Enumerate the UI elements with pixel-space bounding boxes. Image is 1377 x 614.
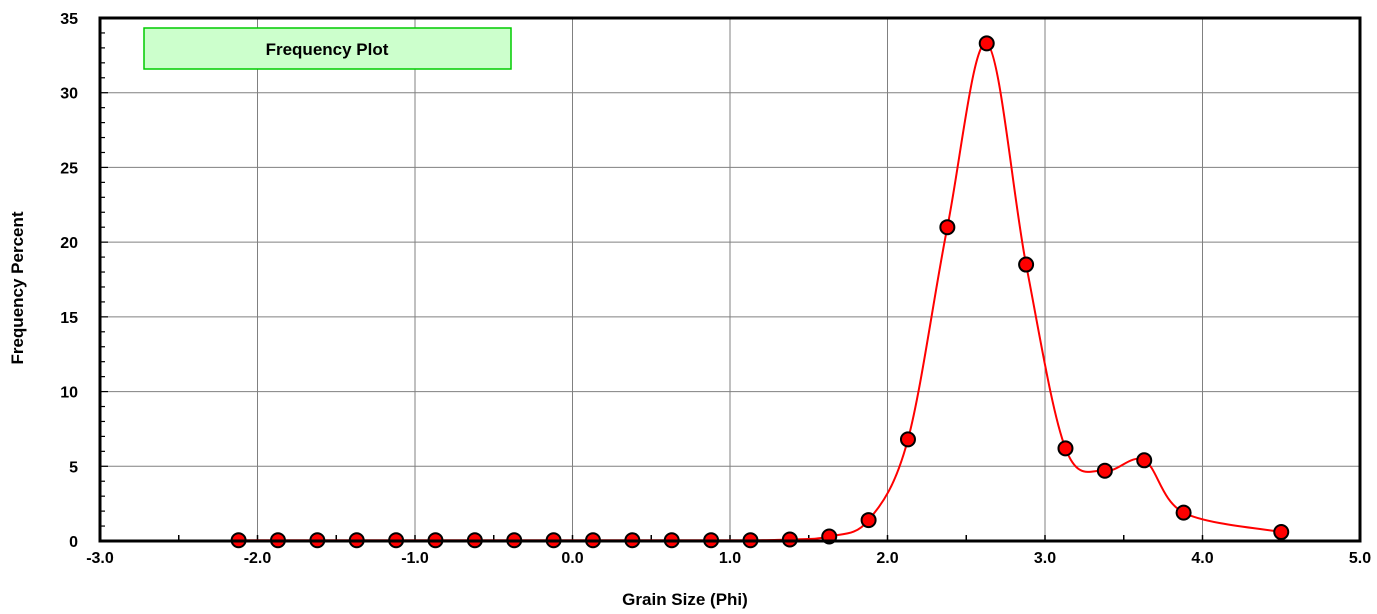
y-tick-label: 30 bbox=[60, 86, 78, 103]
data-point bbox=[1175, 504, 1192, 521]
data-point bbox=[939, 219, 956, 236]
series-curve bbox=[238, 42, 1282, 542]
data-point bbox=[1096, 462, 1113, 479]
data-point bbox=[1136, 452, 1153, 469]
x-tick-label: 5.0 bbox=[1349, 550, 1371, 567]
data-point bbox=[899, 431, 916, 448]
y-tick-label: 10 bbox=[60, 385, 78, 402]
data-point bbox=[1018, 256, 1035, 273]
y-tick-label: 0 bbox=[69, 534, 78, 551]
data-point bbox=[860, 512, 877, 529]
chart-title: Frequency Plot bbox=[266, 40, 389, 59]
y-tick-label: 15 bbox=[60, 310, 78, 327]
x-tick-label: 3.0 bbox=[1034, 550, 1056, 567]
y-tick-label: 5 bbox=[69, 459, 78, 476]
chart-title-box: Frequency Plot bbox=[143, 27, 512, 70]
data-point bbox=[1273, 524, 1290, 541]
series-line bbox=[238, 42, 1282, 542]
y-tick-label: 20 bbox=[60, 235, 78, 252]
data-point bbox=[978, 35, 995, 52]
x-tick-label: 4.0 bbox=[1191, 550, 1213, 567]
y-tick-labels: 0 5 10 15 20 25 30 35 bbox=[60, 11, 78, 551]
y-axis-title: Frequency Percent bbox=[8, 211, 27, 364]
x-tick-label: 0.0 bbox=[561, 550, 583, 567]
x-tick-labels: -3.0 -2.0 -1.0 0.0 1.0 2.0 3.0 4.0 5.0 bbox=[86, 550, 1371, 567]
plot-frame bbox=[98, 16, 1362, 543]
y-tick-label: 35 bbox=[60, 11, 78, 28]
x-tick-label: 1.0 bbox=[719, 550, 741, 567]
x-tick-label: -3.0 bbox=[86, 550, 114, 567]
data-points bbox=[230, 35, 1290, 549]
x-tick-label: -1.0 bbox=[401, 550, 429, 567]
data-point bbox=[1057, 440, 1074, 457]
grid-lines bbox=[100, 18, 1360, 541]
chart-title-background bbox=[143, 27, 512, 70]
x-axis-title: Grain Size (Phi) bbox=[622, 590, 748, 609]
y-tick-label: 25 bbox=[60, 160, 78, 177]
x-tick-label: -2.0 bbox=[244, 550, 272, 567]
x-tick-label: 2.0 bbox=[876, 550, 898, 567]
